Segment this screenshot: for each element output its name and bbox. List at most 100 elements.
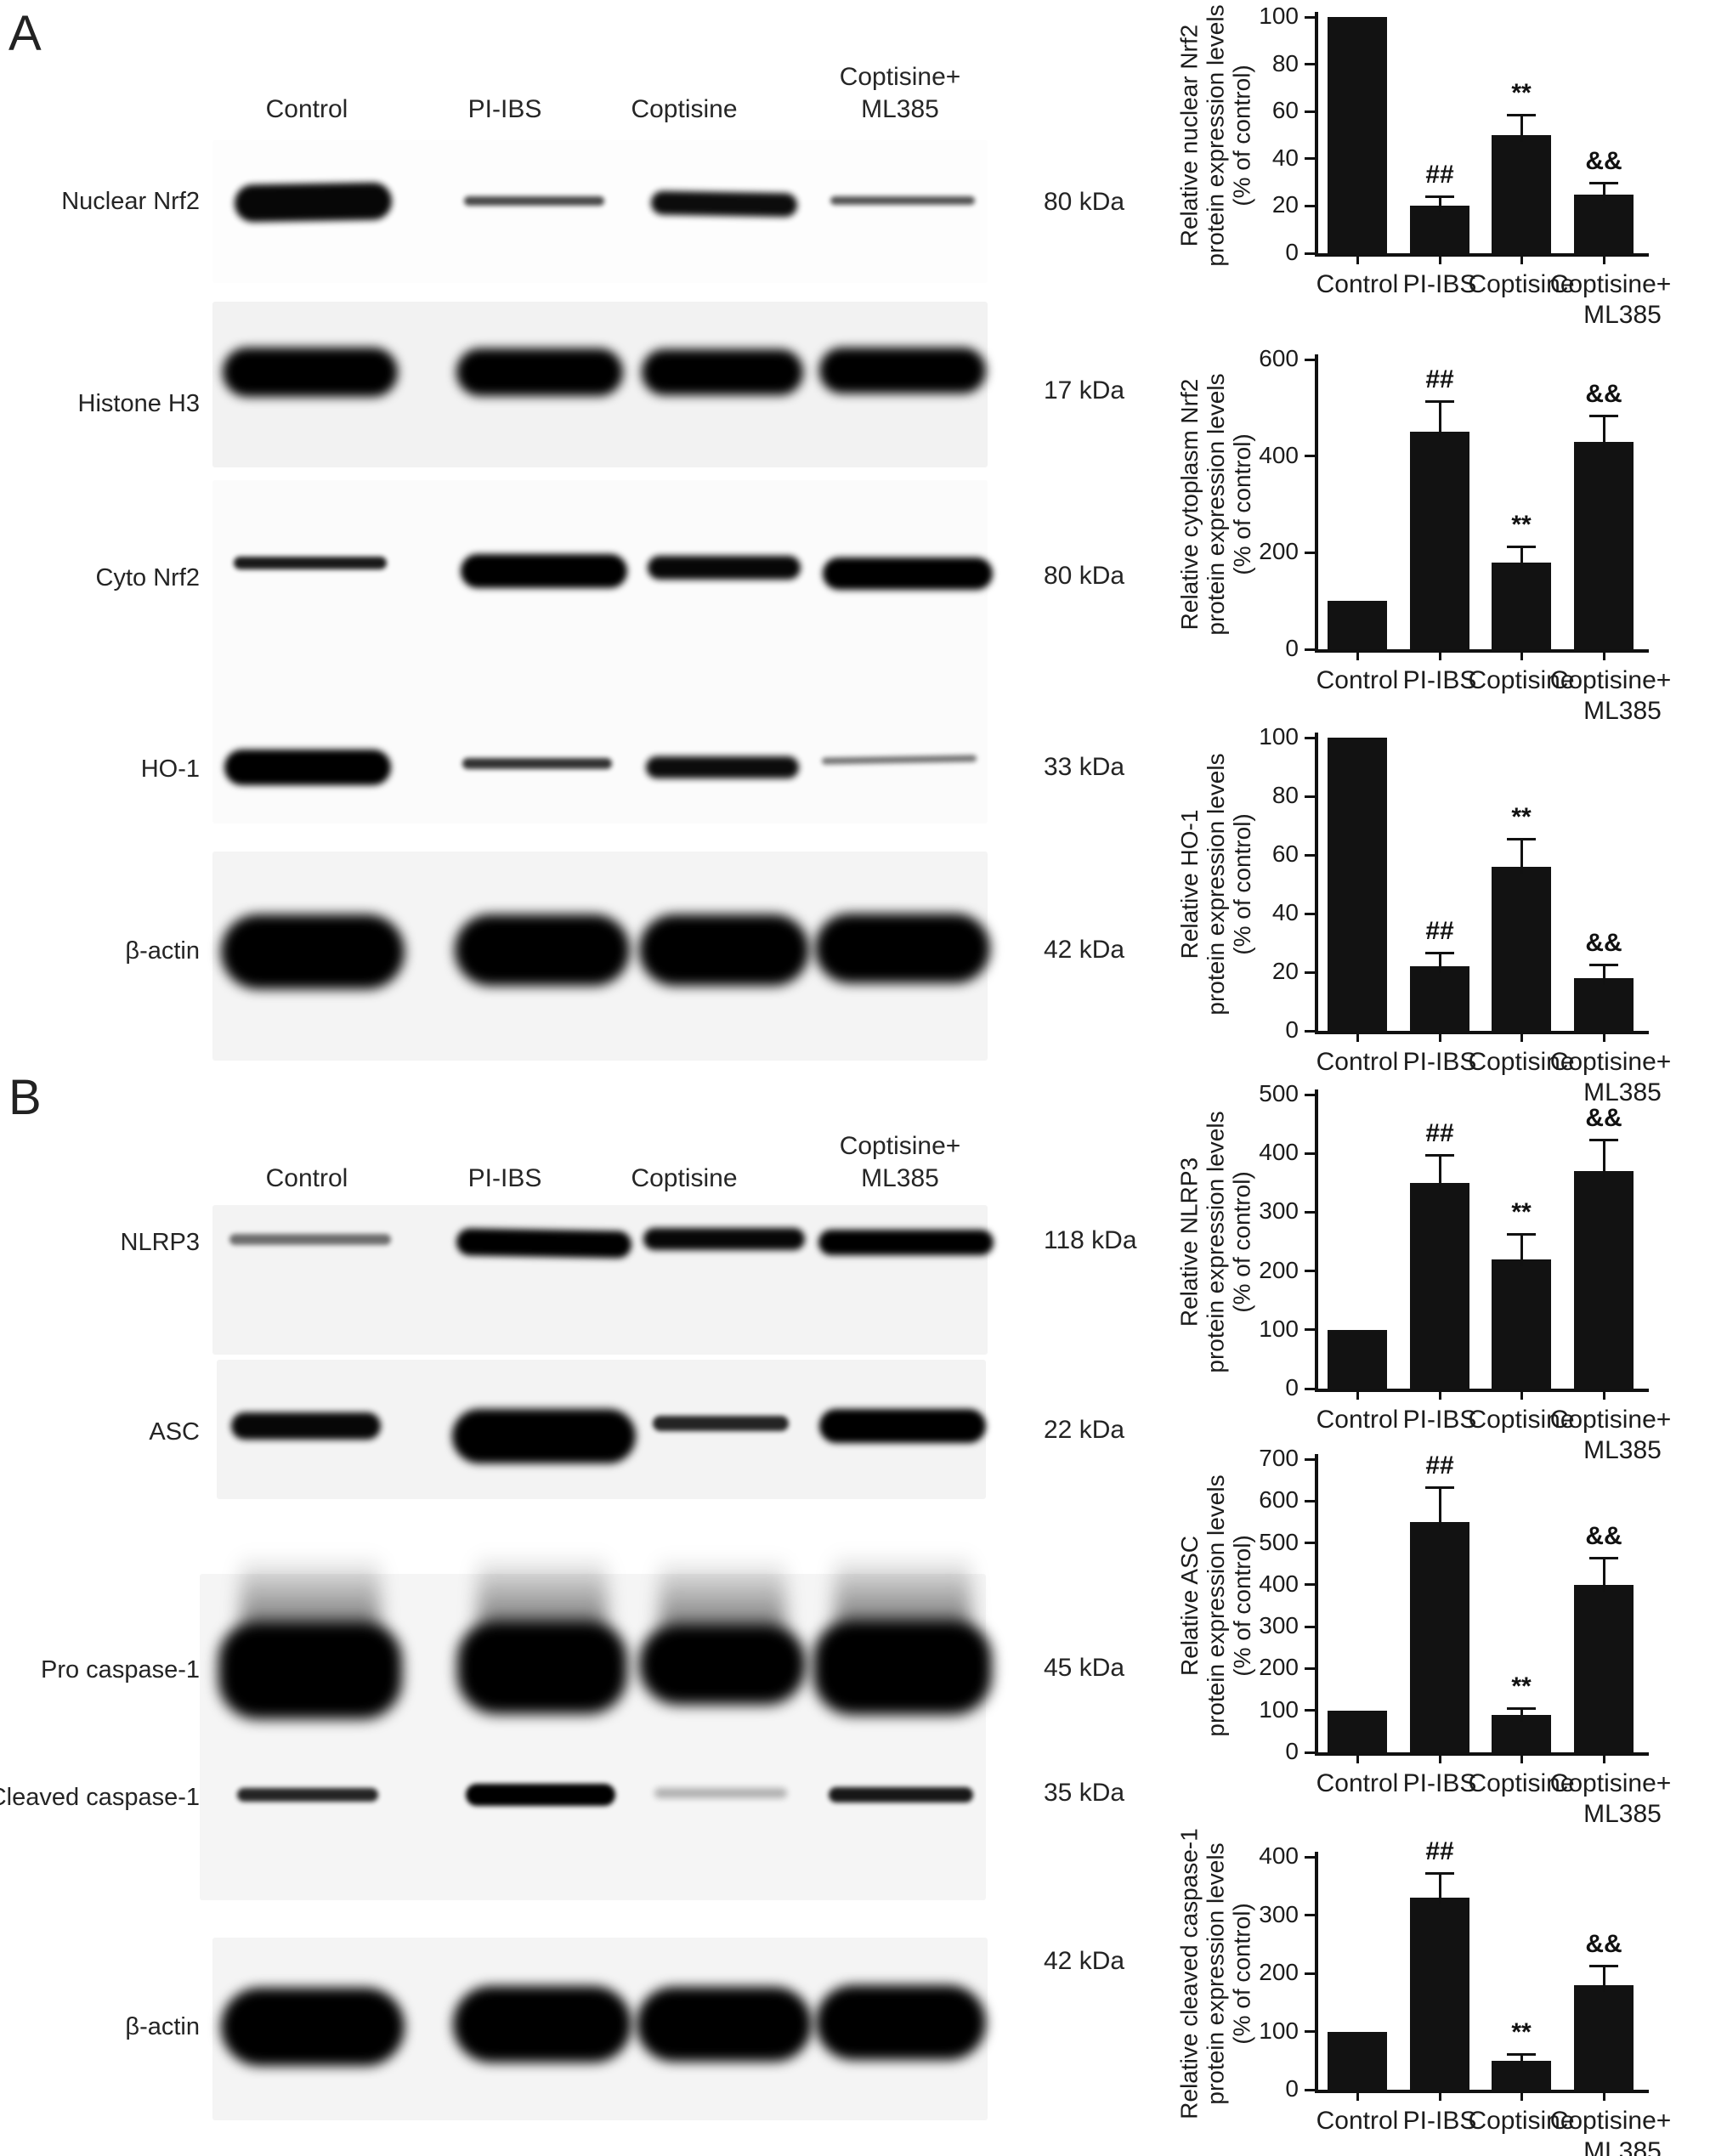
error-bar-nuclear-nrf2-coptisine [1520, 116, 1523, 142]
sig-marker-cleaved-caspase-1-coptisine-ml385: && [1585, 1930, 1622, 1959]
error-cap-cytoplasm-nrf2-pi-ibs [1425, 400, 1454, 404]
x-cat-label-asc-coptisine: Coptisine+ [1549, 1769, 1672, 1797]
band-smear-pro-caspase-1-b-lane4 [835, 1553, 971, 1628]
x-tick-nuclear-nrf2-pi-ibs [1438, 257, 1441, 264]
sig-marker-ho-1-pi-ibs: ## [1425, 917, 1454, 946]
sig-marker-asc-pi-ibs: ## [1425, 1451, 1454, 1480]
error-cap-cleaved-caspase-1-coptisine-ml385 [1589, 1965, 1618, 1968]
error-cap-nlrp3-coptisine [1507, 1233, 1536, 1236]
bar-nuclear-nrf2-pi-ibs [1410, 206, 1469, 253]
band-smear-pro-caspase-1-b-lane3 [659, 1557, 786, 1633]
x-cat-label-nuclear-nrf2-pi-ibs: PI-IBS [1402, 270, 1477, 298]
y-tick-cytoplasm-nrf2-600 [1305, 358, 1315, 361]
error-cap-nuclear-nrf2-pi-ibs [1425, 195, 1454, 198]
sig-marker-ho-1-coptisine-ml385: && [1585, 929, 1622, 958]
y-axis-cleaved-caspase-1 [1315, 1852, 1318, 2090]
y-axis-title-asc: Relative ASC protein expression levels (% … [1174, 1429, 1258, 1782]
lane-header-ml385: ML385 [861, 1164, 939, 1192]
x-cat-label-cleaved-caspase-1-coptisine: Coptisine+ [1549, 2107, 1672, 2135]
x-cat-label-nlrp3-coptisine: Coptisine+ [1549, 1406, 1672, 1434]
x-tick-nuclear-nrf2-coptisine [1520, 257, 1523, 264]
blot-label-ho-1-a: HO-1 [140, 755, 200, 783]
blot-band-nuclear-nrf2-a-lane2 [463, 195, 604, 206]
lane-header-control: Control [265, 95, 348, 123]
kda-label-actin-b: 42 kDa [1044, 1947, 1125, 1975]
x-tick-cleaved-caspase-1-coptisine-ml385 [1602, 2093, 1605, 2101]
y-tick-label-nlrp3-500: 500 [1259, 1080, 1299, 1106]
blot-label-nlrp3-b: NLRP3 [120, 1229, 201, 1256]
blot-band-cleaved-caspase-1-b-lane2 [466, 1784, 615, 1806]
y-tick-cleaved-caspase-1-100 [1305, 2030, 1315, 2033]
lane-header-coptisine: Coptisine [631, 1164, 738, 1192]
blot-label-asc-b: ASC [149, 1418, 200, 1446]
blot-label-histone-h3-a: Histone H3 [77, 390, 200, 417]
x-tick-asc-control [1356, 1756, 1359, 1763]
bar-asc-pi-ibs [1410, 1521, 1469, 1752]
y-axis-title-cytoplasm-nrf2: Relative cytoplasm Nrf2 protein expressio… [1174, 330, 1258, 679]
band-smear-pro-caspase-1-b-lane1 [240, 1554, 381, 1630]
x-axis-asc [1315, 1752, 1649, 1756]
error-bar-ho-1-pi-ibs [1438, 954, 1441, 974]
blot-band-actin-a-lane1 [221, 914, 405, 989]
y-axis-title-nlrp3: Relative NLRP3 protein expression levels(… [1174, 1065, 1258, 1418]
blot-band-asc-b-lane4 [819, 1409, 986, 1443]
y-tick-label-nlrp3-200: 200 [1259, 1256, 1299, 1283]
error-cap-cytoplasm-nrf2-coptisine-ml385 [1589, 415, 1618, 418]
blot-band-cyto-nrf2-a-lane3 [648, 556, 801, 580]
x-tick-asc-coptisine-ml385 [1602, 1756, 1605, 1763]
x-cat-label-cleaved-caspase-1-ml385: ML385 [1583, 2137, 1662, 2156]
x-cat-label-cytoplasm-nrf2-control: Control [1316, 666, 1399, 694]
y-tick-label-nuclear-nrf2-100: 100 [1259, 3, 1299, 29]
sig-marker-cytoplasm-nrf2-coptisine-ml385: && [1585, 380, 1622, 409]
y-tick-cleaved-caspase-1-300 [1305, 1914, 1315, 1916]
blot-band-pro-caspase-1-b-lane3 [639, 1623, 806, 1705]
sig-marker-cleaved-caspase-1-pi-ibs: ## [1425, 1836, 1454, 1865]
bar-ho-1-coptisine-ml385 [1574, 977, 1634, 1031]
x-cat-label-cytoplasm-nrf2-ml385: ML385 [1583, 697, 1662, 725]
y-tick-label-ho-1-60: 60 [1271, 840, 1299, 867]
y-tick-ho-1-0 [1305, 1029, 1315, 1033]
y-tick-label-ho-1-40: 40 [1271, 899, 1299, 925]
x-cat-label-cytoplasm-nrf2-pi-ibs: PI-IBS [1402, 666, 1477, 694]
y-axis-title-line: protein expression levels [1202, 753, 1229, 1016]
y-tick-nuclear-nrf2-80 [1305, 63, 1315, 66]
x-tick-nuclear-nrf2-control [1356, 257, 1359, 264]
lane-header-pi-ibs: PI-IBS [467, 1164, 542, 1192]
y-axis-title-nuclear-nrf2: Relative nuclear Nrf2 protein expression … [1174, 0, 1258, 283]
y-axis-title-line: protein expression levels [1202, 1110, 1229, 1373]
x-cat-label-ho-1-coptisine: Coptisine [1468, 1048, 1575, 1076]
y-tick-label-nlrp3-0: 0 [1285, 1374, 1299, 1401]
x-tick-nlrp3-pi-ibs [1438, 1392, 1441, 1400]
x-tick-asc-pi-ibs [1438, 1756, 1441, 1763]
error-cap-cytoplasm-nrf2-coptisine [1507, 545, 1536, 548]
kda-label-asc-b: 22 kDa [1044, 1416, 1125, 1444]
x-tick-nlrp3-coptisine [1520, 1392, 1523, 1400]
x-cat-label-asc-control: Control [1316, 1769, 1399, 1797]
sig-marker-nuclear-nrf2-coptisine-ml385: && [1585, 147, 1622, 176]
y-tick-label-ho-1-0: 0 [1285, 1016, 1299, 1043]
y-tick-asc-700 [1305, 1457, 1315, 1461]
y-tick-nuclear-nrf2-0 [1305, 252, 1315, 255]
bar-cytoplasm-nrf2-control [1328, 601, 1387, 649]
y-axis-title-line: Relative nuclear Nrf2 [1175, 24, 1203, 246]
blot-band-cleaved-caspase-1-b-lane4 [829, 1787, 973, 1802]
y-axis-title-ho-1: Relative HO-1 protein expression levels (%… [1174, 708, 1258, 1061]
sig-marker-nlrp3-coptisine: ** [1511, 1198, 1532, 1227]
y-axis-cytoplasm-nrf2 [1315, 354, 1318, 649]
y-axis-title-line: protein expression levels [1202, 3, 1229, 267]
error-bar-nlrp3-coptisine-ml385 [1602, 1141, 1605, 1178]
y-axis-nuclear-nrf2 [1315, 12, 1318, 253]
bar-nuclear-nrf2-coptisine [1492, 135, 1551, 253]
y-tick-label-asc-500: 500 [1259, 1528, 1299, 1555]
x-tick-ho-1-coptisine [1520, 1034, 1523, 1042]
lane-header-coptisine: Coptisine+ [839, 1132, 961, 1160]
y-tick-asc-200 [1305, 1667, 1315, 1670]
panel-b-label: B [8, 1070, 42, 1125]
y-axis-title-line: (% of control) [1228, 433, 1255, 575]
error-bar-cytoplasm-nrf2-coptisine-ml385 [1602, 417, 1605, 449]
x-tick-nlrp3-control [1356, 1392, 1359, 1400]
y-tick-label-nuclear-nrf2-40: 40 [1271, 144, 1299, 171]
y-tick-nuclear-nrf2-20 [1305, 204, 1315, 207]
